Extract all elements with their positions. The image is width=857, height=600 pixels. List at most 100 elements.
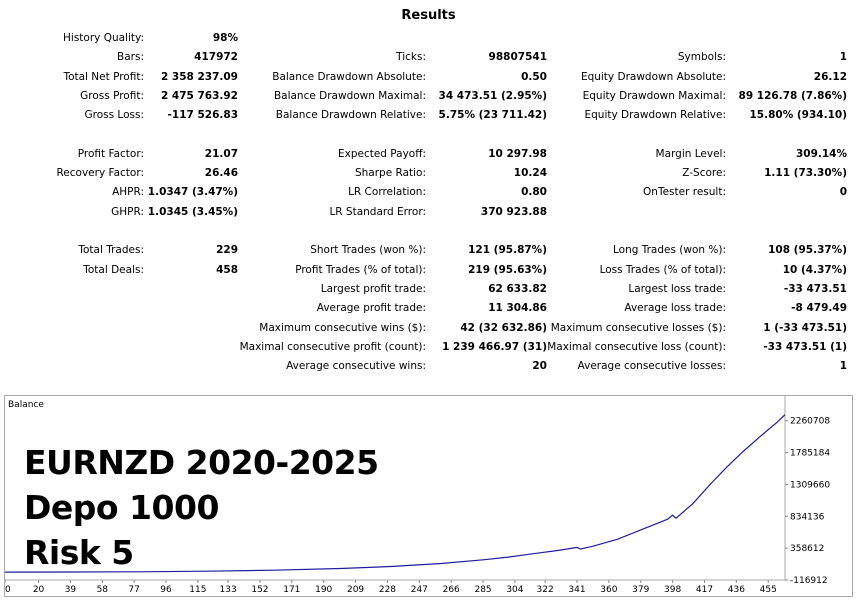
stat-value: 1.0347 (3.47%)	[147, 186, 238, 199]
stat-label: Total Net Profit:	[63, 70, 144, 83]
stat-value: 229	[216, 244, 238, 257]
stat-value: 98807541	[488, 51, 547, 64]
stat-label: Equity Drawdown Maximal:	[582, 89, 726, 102]
stat-value: 2 358 237.09	[160, 70, 238, 83]
stat-label: Margin Level:	[655, 147, 726, 160]
overlay-text: EURNZD 2020-2025 Depo 1000 Risk 5	[24, 440, 379, 575]
balance-chart-svg: Balance 2260708 1785184 1309660 834136 358612…	[5, 396, 830, 595]
stat-value: 89 126.78 (7.86%)	[738, 89, 847, 102]
stat-value: -33 473.51	[783, 282, 847, 295]
stat-value: 10 297.98	[488, 147, 547, 160]
x-tick-label: 455	[760, 585, 777, 595]
stat-label: Average consecutive losses:	[577, 360, 726, 373]
stat-label: Equity Drawdown Relative:	[584, 109, 726, 122]
stat-label: Largest loss trade:	[628, 282, 726, 295]
chart-title: Balance	[8, 400, 44, 410]
stat-label: Equity Drawdown Absolute:	[580, 70, 726, 83]
stat-label: Profit Trades (% of total):	[295, 263, 426, 276]
overlay-risk: Risk 5	[24, 533, 134, 572]
x-tick-label: 39	[65, 585, 77, 595]
stat-label: Maximum consecutive losses ($):	[550, 321, 726, 334]
stat-value: 10 (4.37%)	[782, 263, 847, 276]
stat-value: -33 473.51 (1)	[763, 340, 847, 353]
stat-value: 42 (32 632.86)	[460, 321, 547, 334]
stat-value: 370 923.88	[480, 205, 547, 218]
stat-value: 0.50	[521, 70, 547, 83]
x-tick-label: 115	[189, 585, 206, 595]
stat-label: LR Correlation:	[348, 186, 426, 199]
y-tick-label: 834136	[790, 512, 825, 522]
stat-value: 458	[216, 263, 238, 276]
y-tick-label: 358612	[790, 544, 824, 554]
y-tick-label: 2260708	[790, 417, 830, 427]
stat-value: 1 239 466.97 (31)	[442, 340, 547, 353]
stat-label: Z-Score:	[682, 167, 726, 180]
stat-label: Short Trades (won %):	[310, 244, 426, 257]
x-tick-label: 285	[474, 585, 491, 595]
x-tick-label: 417	[696, 585, 713, 595]
balance-line	[5, 414, 786, 573]
stat-value: 108 (95.37%)	[768, 244, 847, 257]
stat-label: Gross Profit:	[80, 89, 144, 102]
stat-label: Total Deals:	[83, 263, 144, 276]
stat-value: 98%	[212, 32, 238, 44]
stat-value: 1	[839, 360, 847, 373]
stat-label: Sharpe Ratio:	[354, 167, 426, 180]
x-tick-label: 247	[411, 585, 428, 595]
stat-value: 417972	[194, 51, 238, 64]
overlay-symbol-period: EURNZD 2020-2025	[24, 443, 379, 482]
stat-label: Expected Payoff:	[337, 147, 426, 160]
stat-label: Total Trades:	[78, 244, 144, 257]
stat-label: Ticks:	[396, 51, 426, 64]
x-tick-label: 322	[537, 585, 554, 595]
x-tick-label: 379	[632, 585, 649, 595]
stat-label: Symbols:	[677, 51, 726, 64]
stat-label: Average consecutive wins:	[286, 360, 426, 373]
results-title: Results	[401, 8, 456, 23]
stat-value: -117 526.83	[167, 109, 238, 122]
x-tick-label: 20	[33, 585, 45, 595]
stat-label: Average loss trade:	[624, 302, 726, 315]
stat-value: 20	[532, 360, 547, 373]
stat-label: AHPR:	[112, 186, 144, 199]
stat-value: 0.80	[521, 186, 547, 199]
stat-value: 1.11 (73.30%)	[764, 167, 847, 180]
stat-label: Loss Trades (% of total):	[599, 263, 726, 276]
x-tick-label: 341	[568, 585, 585, 595]
stat-label: Average profit trade:	[316, 302, 426, 315]
stat-value: 1	[839, 51, 847, 64]
stat-label: Largest profit trade:	[320, 282, 426, 295]
stat-label: Profit Factor:	[77, 147, 144, 160]
stat-label: History Quality:	[63, 32, 144, 44]
stat-label: Maximal consecutive loss (count):	[547, 340, 726, 353]
x-tick-label: 398	[664, 585, 681, 595]
stat-label: Bars:	[117, 51, 144, 64]
x-tick-label: 96	[160, 585, 172, 595]
stat-value: 26.46	[204, 167, 238, 180]
x-tick-label: 0	[5, 585, 11, 595]
stat-value: 2 475 763.92	[160, 89, 238, 102]
stat-label: Balance Drawdown Maximal:	[273, 89, 426, 102]
y-tick-label: -116912	[790, 576, 828, 586]
x-tick-label: 152	[251, 585, 268, 595]
stat-label: Balance Drawdown Absolute:	[272, 70, 426, 83]
overlay-deposit: Depo 1000	[24, 488, 219, 527]
stat-label: Long Trades (won %):	[612, 244, 726, 257]
stat-value: 1.0345 (3.45%)	[147, 205, 238, 218]
x-tick-label: 58	[97, 585, 109, 595]
stat-value: 26.12	[813, 70, 847, 83]
stat-label: Maximal consecutive profit (count):	[239, 340, 426, 353]
x-tick-label: 190	[315, 585, 332, 595]
balance-chart: Balance 2260708 1785184 1309660 834136 358612…	[4, 395, 853, 597]
stat-value: -8 479.49	[791, 302, 847, 315]
x-tick-label: 77	[128, 585, 139, 595]
x-tick-label: 360	[600, 585, 617, 595]
stat-value: 10.24	[513, 167, 547, 180]
stat-value: 21.07	[204, 147, 238, 160]
stat-value: 34 473.51 (2.95%)	[438, 89, 547, 102]
stat-value: 219 (95.63%)	[468, 263, 547, 276]
stat-value: 11 304.86	[488, 302, 547, 315]
stat-value: 0	[839, 186, 847, 199]
x-tick-label: 436	[728, 585, 745, 595]
stat-value: 1 (-33 473.51)	[763, 321, 847, 334]
